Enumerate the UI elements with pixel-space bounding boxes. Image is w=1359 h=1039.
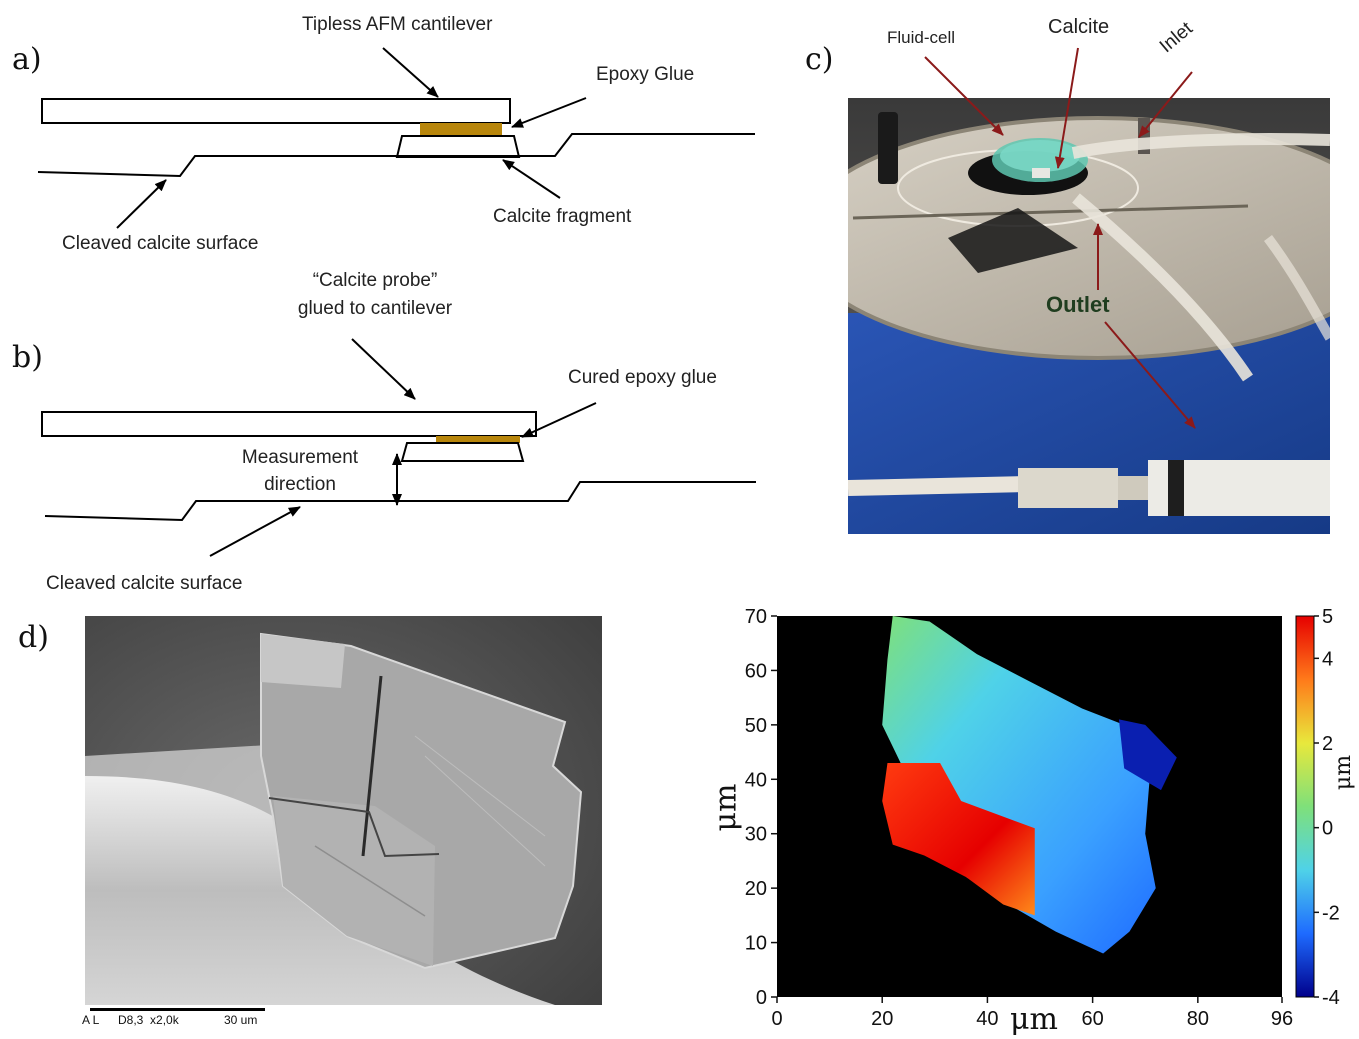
arrow-outlet-down <box>1104 321 1196 429</box>
y-tick-label: 70 <box>745 606 767 628</box>
calcite-surface-b <box>44 481 756 522</box>
cantilever-b <box>41 411 537 437</box>
label-surface-a: Cleaved calcite surface <box>62 233 259 254</box>
arrow-cured-glue-b <box>521 402 597 438</box>
y-tick-label: 30 <box>745 824 767 846</box>
x-tick-label: 20 <box>871 1008 893 1030</box>
epoxy-glue-a <box>420 123 502 135</box>
label-cantilever-a: Tipless AFM cantilever <box>302 14 493 35</box>
y-tick-label: 20 <box>745 878 767 900</box>
colorbar-tick-label: -2 <box>1322 902 1340 924</box>
colorbar-tick-label: 5 <box>1322 606 1333 628</box>
crystal-body <box>882 616 1156 954</box>
calcite-fragment-a <box>395 135 521 158</box>
x-tick-label: 80 <box>1187 1008 1209 1030</box>
sem-scale-bar <box>90 1008 265 1011</box>
y-tick-label: 60 <box>745 660 767 682</box>
label-fluid-cell: Fluid-cell <box>887 28 956 47</box>
label-outlet: Outlet <box>1046 292 1110 317</box>
label-measurement-line2-b: direction <box>264 474 336 495</box>
colorbar <box>1295 615 1315 998</box>
arrow-fragment-a <box>502 159 561 199</box>
colorbar-tick-label: 2 <box>1322 733 1333 755</box>
label-surface-b: Cleaved calcite surface <box>46 573 243 594</box>
arrow-probe-b <box>351 338 416 400</box>
crystal-low-region <box>1118 719 1177 791</box>
cantilever-a <box>41 98 511 124</box>
panel-letter-d: d) <box>18 620 49 655</box>
arrow-glue-a <box>511 97 587 128</box>
colorbar-label: μm <box>1331 754 1357 791</box>
panel-letter-a: a) <box>12 42 42 77</box>
sem-image <box>85 616 602 1005</box>
arrow-inlet <box>1138 71 1193 138</box>
photo-annotations-c <box>924 47 1196 429</box>
schematic-a <box>37 47 755 229</box>
panel-letter-c: c) <box>805 42 834 77</box>
y-tick-label: 0 <box>756 987 767 1009</box>
arrow-cantilever-a <box>382 47 439 98</box>
colorbar-tick-label: 0 <box>1322 818 1333 840</box>
map-x-label: μm <box>1010 1002 1058 1037</box>
sem-detector-label: A L <box>82 1013 100 1027</box>
schematic-b <box>41 338 756 557</box>
label-glue-a: Epoxy Glue <box>596 64 695 85</box>
arrow-surface-a <box>116 179 167 229</box>
colorbar-tick-label: -4 <box>1322 987 1340 1009</box>
label-probe-line2-b: glued to cantilever <box>297 298 453 319</box>
colorbar-tick-label: 4 <box>1322 648 1333 670</box>
fluid-cell-photo <box>848 98 1330 534</box>
x-tick-label: 0 <box>771 1008 782 1030</box>
label-measurement-line1-b: Measurement <box>241 447 359 468</box>
y-tick-label: 40 <box>745 769 767 791</box>
label-fragment-a: Calcite fragment <box>493 206 632 227</box>
calcite-surface-a <box>37 133 755 178</box>
epoxy-glue-b <box>436 436 520 443</box>
x-tick-label: 60 <box>1082 1008 1104 1030</box>
height-map-crystal <box>882 616 1177 954</box>
x-tick-label: 40 <box>976 1008 998 1030</box>
y-tick-label: 10 <box>745 933 767 955</box>
label-probe-line1-b: “Calcite probe” <box>312 270 438 291</box>
sem-scale-label: 30 um <box>224 1013 258 1027</box>
y-tick-label: 50 <box>745 715 767 737</box>
sem-params-label: D8,3 x2,0k <box>118 1013 179 1027</box>
map-y-label: μm <box>708 783 744 832</box>
label-calcite: Calcite <box>1048 16 1110 38</box>
arrow-fluid-cell <box>924 56 1004 136</box>
arrow-calcite <box>1054 47 1079 169</box>
arrow-surface-b <box>209 506 301 557</box>
crystal-high-region <box>882 762 1035 916</box>
label-cured-glue-b: Cured epoxy glue <box>568 367 717 388</box>
calcite-probe-b <box>400 442 525 462</box>
x-tick-label: 96 <box>1271 1008 1293 1030</box>
panel-letter-b: b) <box>12 340 43 375</box>
